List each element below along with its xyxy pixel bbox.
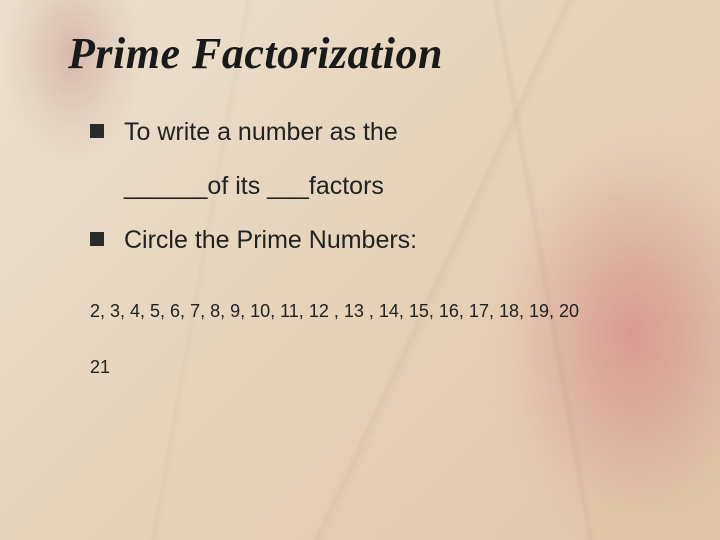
bullet-item: Circle the Prime Numbers: xyxy=(90,221,680,260)
bullet-text: To write a number as the xyxy=(124,118,398,146)
fill-blank-line: ______of its ___factors xyxy=(68,172,680,201)
number-sequence-line-1: 2, 3, 4, 5, 6, 7, 8, 9, 10, 11, 12 , 13 … xyxy=(68,300,680,323)
square-bullet-icon xyxy=(90,232,104,246)
page-title: Prime Factorization xyxy=(68,28,680,79)
bullet-list: To write a number as the xyxy=(68,113,680,152)
number-sequence-line-2: 21 xyxy=(68,357,680,378)
bullet-item: To write a number as the xyxy=(90,113,680,152)
square-bullet-icon xyxy=(90,124,104,138)
bullet-text: Circle the Prime Numbers: xyxy=(124,226,417,254)
slide: Prime Factorization To write a number as… xyxy=(0,0,720,540)
bullet-list: Circle the Prime Numbers: xyxy=(68,221,680,260)
